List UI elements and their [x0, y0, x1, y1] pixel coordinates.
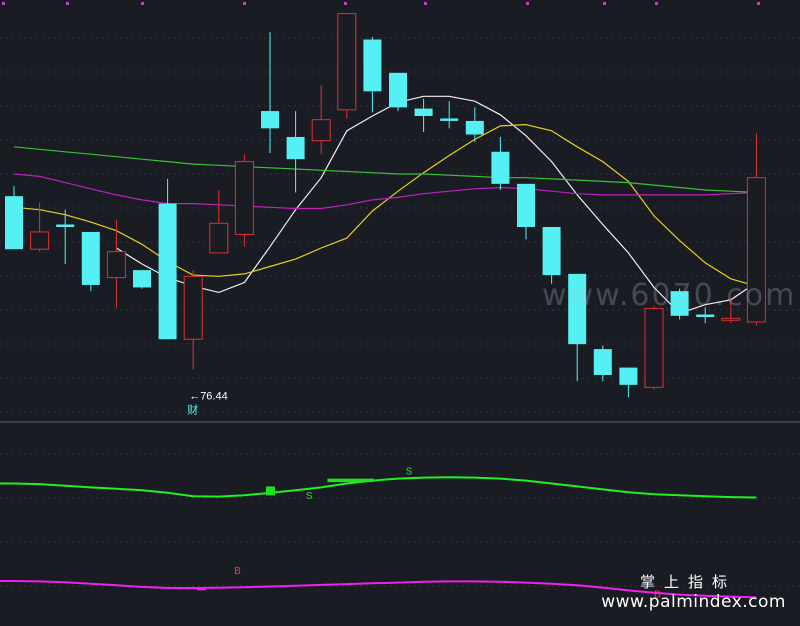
- moving-average-line: [13, 123, 757, 287]
- candle-body-down: [696, 314, 715, 318]
- watermark-site: www.palmindex.com: [601, 592, 786, 612]
- candle-body-down: [440, 118, 459, 121]
- top-tick: [243, 2, 246, 5]
- candle-body-down: [465, 120, 484, 135]
- candlesticks: [5, 13, 766, 398]
- top-tick: [424, 2, 427, 5]
- top-tick: [526, 2, 529, 5]
- low-price-tag: 财: [187, 403, 198, 417]
- candle-body-up: [183, 275, 203, 340]
- candle-body-up: [721, 317, 741, 321]
- indicator-bar: [196, 587, 206, 591]
- candle-body-down: [389, 72, 407, 108]
- low-annotation: ←76.44财: [187, 391, 228, 417]
- candle-body-down: [542, 227, 561, 276]
- candle-body-up: [30, 231, 50, 250]
- candle-body-up: [746, 177, 766, 323]
- top-tick: [2, 2, 5, 5]
- moving-average-line: [116, 95, 757, 314]
- top-tick: [655, 2, 658, 5]
- moving-average-line: [13, 146, 757, 194]
- indicator-line: [0, 476, 757, 499]
- candle-body-up: [337, 13, 357, 111]
- candle-body-up: [106, 251, 126, 279]
- candle-body-down: [517, 183, 535, 227]
- signal-flag: B: [654, 590, 661, 601]
- candle-body-down: [133, 270, 151, 288]
- candle-body-down: [593, 349, 612, 375]
- watermark-mid: www.6070.com: [542, 278, 797, 313]
- signal-flag: S: [406, 467, 413, 478]
- low-price-label: ←76.44: [189, 391, 228, 403]
- signal-flag: B: [234, 566, 241, 577]
- candle-body-down: [286, 136, 305, 160]
- candle-body-down: [670, 291, 689, 316]
- indicator-bar: [266, 486, 275, 496]
- candle-body-down: [568, 273, 587, 345]
- candle-body-up: [209, 222, 229, 254]
- candle-body-down: [56, 224, 75, 227]
- moving-average-lines: [13, 95, 757, 314]
- candle-body-down: [5, 196, 23, 250]
- top-tick: [344, 2, 347, 5]
- signal-flag: S: [306, 491, 313, 502]
- indicator-line: [0, 580, 757, 599]
- candle-body-down: [619, 367, 638, 385]
- top-tick: [66, 2, 69, 5]
- top-tick: [603, 2, 606, 5]
- indicator-bar: [327, 478, 374, 483]
- indicator-panel: S S B B: [0, 467, 757, 601]
- top-tick-marks: [2, 2, 760, 5]
- candle-body-up: [311, 119, 331, 142]
- moving-average-line: [13, 173, 757, 210]
- candle-body-up: [644, 307, 664, 388]
- candle-body-down: [81, 231, 100, 285]
- candle-body-down: [414, 108, 433, 116]
- candle-body-down: [363, 39, 382, 92]
- watermark-title: 掌上指标: [639, 573, 736, 591]
- candle-body-down: [261, 111, 279, 129]
- top-tick: [757, 2, 760, 5]
- top-tick: [141, 2, 144, 5]
- candle-body-up: [234, 161, 254, 235]
- candle-body-down: [158, 203, 177, 340]
- candle-body-down: [491, 151, 510, 184]
